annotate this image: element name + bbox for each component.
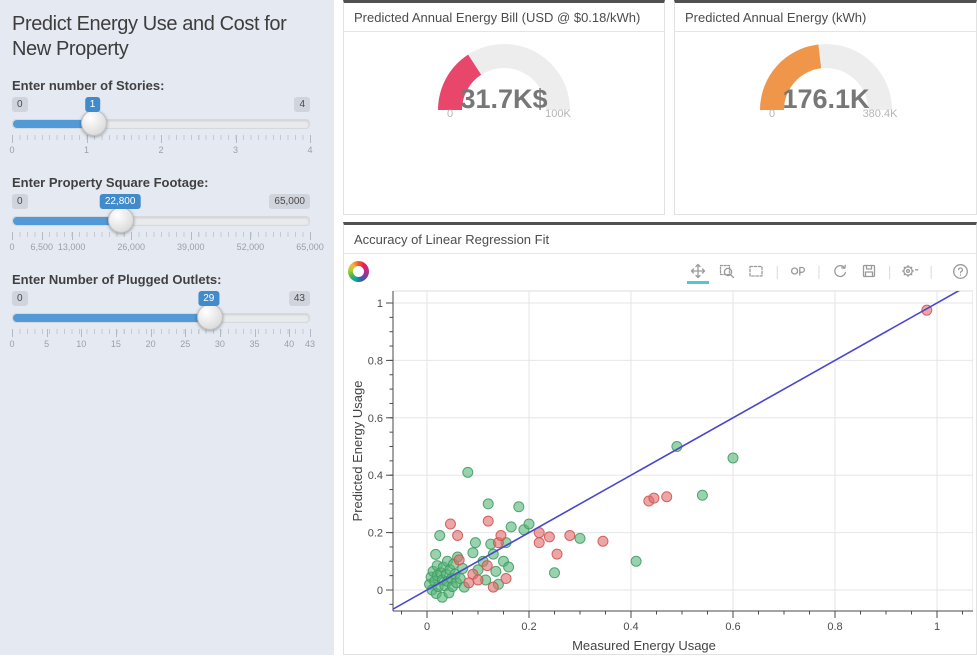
gauge-max-label: 380.4K — [862, 108, 898, 120]
lasso-select-tool-icon[interactable] — [788, 260, 808, 282]
page-title: Predict Energy Use and Cost for New Prop… — [12, 13, 287, 60]
stories-slider-label: Enter number of Stories: — [12, 78, 165, 93]
energy-kwh-gauge: 176.1K 0 380.4K — [759, 44, 898, 120]
gauge-max-label: 100K — [545, 108, 571, 120]
svg-text:0.4: 0.4 — [623, 621, 638, 633]
slider-value-badge: 22,800 — [99, 194, 141, 209]
energy-kwh-panel: Predicted Annual Energy (kWh) 176.1K 0 3… — [674, 0, 977, 215]
outlets-slider[interactable]: 0 43 29 0 5 10 15 20 25 30 35 40 43 — [9, 291, 315, 355]
gauge-value: 176.1K — [782, 84, 870, 114]
svg-text:0.2: 0.2 — [368, 528, 383, 540]
slider-min-badge: 0 — [12, 194, 28, 209]
energy-bill-panel: Predicted Annual Energy Bill (USD @ $0.1… — [343, 0, 665, 215]
slider-min-badge: 0 — [12, 291, 28, 306]
svg-text:0: 0 — [377, 585, 383, 597]
toolbar-separator: | — [929, 263, 933, 279]
svg-text:0: 0 — [424, 621, 430, 633]
gauge-min-label: 0 — [447, 108, 453, 120]
slider-track[interactable] — [12, 119, 310, 129]
gauge-value: 31.7K$ — [460, 84, 547, 114]
slider-filled-bar — [13, 314, 213, 322]
sqft-slider-group: Enter Property Square Footage: 0 65,000 … — [9, 175, 324, 258]
sidebar-main-gutter — [334, 0, 343, 655]
slider-track[interactable] — [12, 313, 310, 323]
slider-handle[interactable] — [196, 304, 223, 330]
slider-track[interactable] — [12, 216, 310, 226]
svg-text:1: 1 — [377, 298, 383, 310]
slider-grid: 0 6,500 13,000 26,000 39,000 52,000 65,000 — [9, 232, 324, 254]
slider-handle[interactable] — [80, 110, 107, 136]
slider-min-badge: 0 — [12, 97, 28, 112]
slider-value-badge: 29 — [198, 291, 220, 306]
regression-panel-title: Accuracy of Linear Regression Fit — [344, 225, 976, 254]
sqft-slider[interactable]: 0 65,000 22,800 0 6,500 13,000 26,000 39,000… — [9, 194, 324, 258]
sqft-slider-label: Enter Property Square Footage: — [12, 175, 209, 190]
energy-bill-gauge: 31.7K$ 0 100K — [438, 44, 572, 120]
y-axis-title: Predicted Energy Usage — [350, 381, 365, 522]
slider-grid: 0 5 10 15 20 25 30 35 40 43 — [9, 329, 315, 351]
x-axis-title: Measured Energy Usage — [572, 638, 716, 653]
outlets-slider-group: Enter Number of Plugged Outlets: 0 43 29… — [9, 272, 324, 355]
bokeh-logo-icon[interactable] — [348, 260, 369, 282]
slider-filled-bar — [13, 120, 87, 128]
gauge-min-label: 0 — [768, 108, 774, 120]
slider-value-badge: 1 — [84, 97, 101, 112]
svg-text:0.6: 0.6 — [368, 413, 383, 425]
gear-dropdown-icon[interactable] — [900, 260, 920, 282]
svg-text:0.8: 0.8 — [368, 355, 383, 367]
energy-kwh-panel-title: Predicted Annual Energy (kWh) — [675, 3, 976, 32]
svg-text:0.8: 0.8 — [827, 621, 842, 633]
box-select-tool-icon[interactable] — [746, 260, 766, 282]
toolbar-separator: | — [887, 263, 892, 279]
svg-text:0.4: 0.4 — [368, 470, 383, 482]
energy-bill-panel-title: Predicted Annual Energy Bill (USD @ $0.1… — [344, 3, 664, 32]
sidebar: Predict Energy Use and Cost for New Prop… — [0, 0, 334, 655]
slider-filled-bar — [13, 217, 117, 225]
svg-text:0.6: 0.6 — [725, 621, 740, 633]
toolbar-separator: | — [775, 263, 780, 279]
help-tool-icon[interactable] — [950, 260, 970, 282]
regression-scatter-plot[interactable]: 0 0.2 0.4 0.6 0.8 1 0 0.2 0.4 0.6 0.8 1 Measured En… — [344, 286, 974, 658]
bokeh-toolbar: | | | | — [344, 254, 976, 286]
slider-handle[interactable] — [108, 207, 135, 233]
slider-max-badge: 43 — [288, 291, 310, 306]
regression-panel: Accuracy of Linear Regression Fit | | — [343, 222, 977, 655]
box-zoom-tool-icon[interactable] — [717, 260, 737, 282]
reset-tool-icon[interactable] — [830, 260, 850, 282]
slider-max-badge: 65,000 — [269, 194, 310, 209]
toolbar-separator: | — [817, 263, 821, 279]
pan-tool-icon[interactable] — [687, 260, 710, 284]
svg-text:0.2: 0.2 — [521, 621, 536, 633]
outlets-slider-label: Enter Number of Plugged Outlets: — [12, 272, 222, 287]
main-area: Predicted Annual Energy Bill (USD @ $0.1… — [343, 0, 977, 655]
slider-max-badge: 4 — [294, 97, 310, 112]
svg-text:1: 1 — [934, 621, 940, 633]
save-tool-icon[interactable] — [859, 260, 879, 282]
